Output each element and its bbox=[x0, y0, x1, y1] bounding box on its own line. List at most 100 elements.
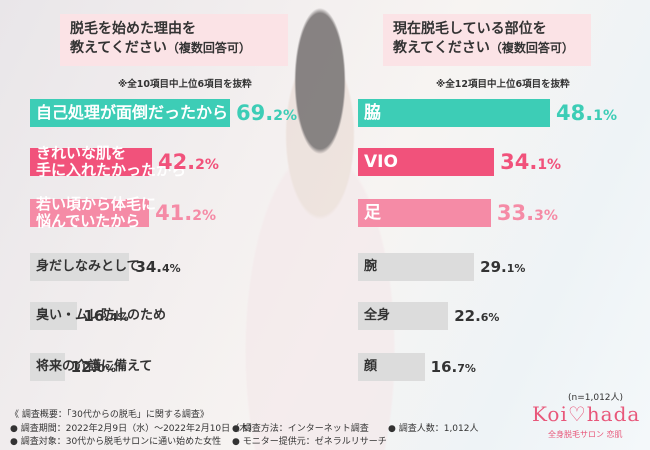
reason-value-decimal: 4% bbox=[109, 311, 129, 324]
reason-value-label: 41.2% bbox=[155, 199, 216, 230]
footer-survey: 《 調査概要：「30代からの脱毛」に関する調査》 bbox=[10, 410, 209, 420]
part-value-decimal: 7% bbox=[457, 362, 476, 375]
part-bar-row: 足 33.3% bbox=[358, 199, 571, 227]
reason-bar-label-line: 手に入れたかったから bbox=[36, 161, 187, 179]
right-chart-title: 現在脱毛している部位を 教えてください（複数回答可） bbox=[383, 14, 591, 66]
left-title-line2: 教えてください bbox=[70, 40, 167, 56]
reason-bar bbox=[30, 148, 152, 176]
part-value-main: 22. bbox=[454, 307, 481, 325]
part-value-main: 29. bbox=[480, 258, 507, 276]
reason-bar-label-line: 臭い・ムレ防止のため bbox=[36, 308, 167, 323]
koihada-logo-sub: 全身脱毛サロン 恋肌 bbox=[548, 430, 623, 439]
reason-bar-label: きれいな肌を 手に入れたかったから bbox=[36, 145, 186, 179]
part-bar-row: 顔 16.7% bbox=[358, 353, 505, 381]
reason-bar-row: 自己処理が面倒だったから 69.2% bbox=[30, 99, 310, 127]
part-bar bbox=[358, 253, 475, 281]
part-value-decimal: 1% bbox=[506, 262, 526, 275]
reason-value-main: 41. bbox=[155, 201, 193, 225]
part-bar-label: 脇 bbox=[364, 99, 381, 127]
reason-value-label: 12.0% bbox=[71, 353, 116, 383]
reason-bar bbox=[30, 353, 65, 381]
reason-value-decimal: 0% bbox=[97, 362, 116, 375]
part-value-decimal: 1% bbox=[593, 108, 617, 124]
left-note: ※全10項目中上位6項目を抜粋 bbox=[118, 79, 252, 90]
right-title-line2-sub: （複数回答可） bbox=[489, 41, 574, 55]
part-value-main: 16. bbox=[430, 358, 458, 376]
right-title-line1: 現在脱毛している部位を bbox=[393, 21, 547, 37]
reason-value-main: 12. bbox=[70, 358, 98, 376]
part-bar-row: 腕 29.1% bbox=[358, 253, 554, 281]
footer-method: ● 調査方法：インターネット調査 bbox=[232, 424, 369, 434]
reason-bar-label: 将来の介護に備えて bbox=[36, 353, 152, 381]
part-bar-label: 足 bbox=[364, 199, 381, 227]
reason-value-main: 16. bbox=[83, 307, 110, 325]
part-bar-label-line: 全身 bbox=[364, 308, 391, 323]
reason-bar-row: 将来の介護に備えて 12.0% bbox=[30, 353, 152, 383]
left-title-line1: 脱毛を始めた理由を bbox=[70, 21, 196, 37]
reason-bar bbox=[30, 302, 78, 330]
left-chart-title: 脱毛を始めた理由を 教えてください（複数回答可） bbox=[60, 14, 288, 66]
part-bar-label: 腕 bbox=[364, 253, 377, 281]
part-bar-label-line: 足 bbox=[364, 203, 381, 223]
reason-bar bbox=[30, 99, 230, 127]
koihada-logo: Koi♡hada bbox=[532, 402, 641, 426]
reason-bar-label-line: 自己処理が面倒だったから bbox=[36, 103, 229, 122]
part-bar bbox=[358, 148, 495, 176]
part-bar bbox=[358, 353, 425, 381]
part-bar-label-line: 脇 bbox=[364, 103, 381, 123]
part-bar-row: 脇 48.1% bbox=[358, 99, 630, 127]
footer-period: ● 調査期間：2022年2月9日（水）～2022年2月10日（木） bbox=[10, 424, 258, 434]
reason-bar-row: 身だしなみとして 34.4% bbox=[30, 253, 209, 281]
reason-bar-label-line: 将来の介護に備えて bbox=[36, 359, 153, 374]
part-value-decimal: 1% bbox=[537, 157, 562, 173]
part-value-label: 29.1% bbox=[480, 253, 525, 283]
part-bar-label: 全身 bbox=[364, 302, 390, 330]
part-bar-label: 顔 bbox=[364, 353, 377, 381]
part-value-main: 33. bbox=[496, 201, 535, 225]
reason-value-label: 42.2% bbox=[158, 148, 219, 179]
reason-value-decimal: 4% bbox=[162, 262, 181, 275]
part-bar-label-line: 顔 bbox=[364, 359, 378, 374]
part-value-label: 33.3% bbox=[497, 199, 558, 230]
part-bar-label: VIO bbox=[364, 148, 398, 176]
sample-size-note: (n=1,012人) bbox=[568, 393, 624, 403]
part-value-label: 22.6% bbox=[454, 302, 499, 332]
part-value-decimal: 6% bbox=[480, 311, 500, 324]
reason-value-main: 69. bbox=[236, 101, 274, 125]
part-bar-row: VIO 34.1% bbox=[358, 148, 574, 176]
part-value-main: 34. bbox=[500, 150, 538, 174]
part-bar-row: 全身 22.6% bbox=[358, 302, 528, 330]
reason-bar bbox=[30, 253, 130, 281]
reason-bar-label-line: 身だしなみとして bbox=[36, 259, 140, 274]
reason-bar-label: 身だしなみとして bbox=[36, 253, 140, 281]
left-title-line2-sub: （複数回答可） bbox=[166, 41, 251, 55]
part-value-decimal: 3% bbox=[534, 208, 558, 224]
reason-bar-label-line: 若い頃から体毛に bbox=[36, 195, 157, 213]
part-bar bbox=[358, 99, 550, 127]
reason-bar-row: 若い頃から体毛に 悩んでいたから 41.2% bbox=[30, 196, 229, 230]
reason-value-label: 16.4% bbox=[83, 302, 128, 332]
reason-bar bbox=[30, 199, 150, 227]
part-bar-label-line: 腕 bbox=[364, 259, 378, 274]
reason-value-main: 42. bbox=[157, 150, 196, 174]
footer-count: ● 調査人数：1,012人 bbox=[388, 424, 479, 434]
reason-bar-label-line: きれいな肌を bbox=[36, 144, 127, 162]
part-value-label: 34.1% bbox=[500, 148, 561, 179]
reason-bar-label: 若い頃から体毛に 悩んでいたから bbox=[36, 196, 156, 230]
reason-bar-label-line: 悩んでいたから bbox=[36, 212, 141, 230]
footer-target: ● 調査対象：30代から脱毛サロンに通い始めた女性 bbox=[10, 437, 222, 447]
reason-value-decimal: 2% bbox=[195, 157, 219, 173]
reason-value-label: 69.2% bbox=[236, 99, 297, 130]
reason-bar-label: 自己処理が面倒だったから bbox=[36, 99, 228, 127]
part-value-main: 48. bbox=[556, 101, 594, 125]
reason-value-label: 34.4% bbox=[135, 253, 180, 283]
footer-provider: ● モニター提供元：ゼネラルリサーチ bbox=[232, 437, 387, 447]
part-value-label: 16.7% bbox=[431, 353, 476, 383]
reason-bar-row: きれいな肌を 手に入れたかったから 42.2% bbox=[30, 145, 232, 179]
right-title-line2: 教えてください bbox=[393, 40, 490, 56]
part-value-label: 48.1% bbox=[556, 99, 617, 130]
part-bar-label-line: VIO bbox=[364, 152, 398, 172]
reason-value-decimal: 2% bbox=[192, 208, 217, 224]
part-bar bbox=[358, 302, 449, 330]
part-bar bbox=[358, 199, 491, 227]
